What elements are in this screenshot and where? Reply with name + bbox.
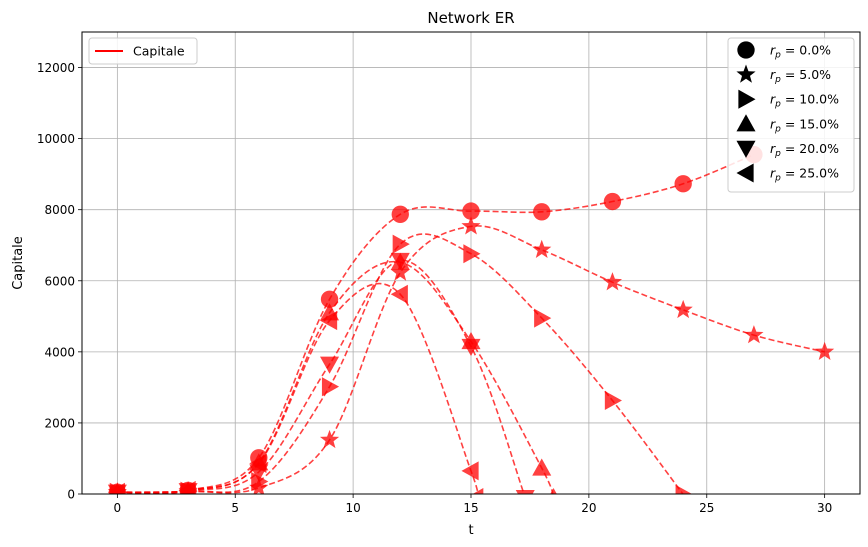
line-legend: Capitale bbox=[88, 37, 198, 65]
y-axis-title: Capitale bbox=[11, 236, 26, 290]
chart-title: Network ER bbox=[427, 9, 514, 27]
y-tick-label: 12000 bbox=[37, 61, 75, 75]
data-point-triangle-right bbox=[463, 244, 481, 264]
data-point-star bbox=[461, 216, 481, 235]
data-point-triangle-down bbox=[320, 356, 340, 374]
data-point-triangle-left bbox=[107, 482, 125, 494]
x-tick-label: 15 bbox=[463, 501, 478, 515]
data-point-triangle-left bbox=[472, 488, 484, 494]
data-point-triangle-left bbox=[390, 284, 408, 304]
data-point-circle bbox=[674, 175, 692, 193]
y-tick-label: 10000 bbox=[37, 132, 75, 146]
data-point-triangle-right bbox=[534, 308, 552, 328]
data-point-triangle-right bbox=[321, 377, 340, 397]
x-tick-label: 5 bbox=[231, 501, 239, 515]
x-axis-title: t bbox=[468, 523, 473, 538]
data-point-triangle-right bbox=[675, 484, 693, 494]
axis-ticks: 0 5 10 15 20 25 30 0 2000 4000 6000 8000 10000 12000 bbox=[37, 61, 832, 515]
data-point-star bbox=[815, 341, 835, 361]
y-tick-label: 6000 bbox=[44, 274, 75, 288]
data-point-triangle-up bbox=[532, 458, 552, 476]
data-point-triangle-right bbox=[604, 391, 622, 411]
data-point-circle bbox=[391, 205, 409, 223]
legend-marker-triangle-up bbox=[736, 114, 756, 132]
x-tick-label: 30 bbox=[817, 501, 832, 515]
data-point-circle bbox=[533, 203, 551, 221]
data-point-circle bbox=[603, 192, 622, 211]
y-tick-label: 8000 bbox=[44, 203, 75, 217]
data-point-triangle-right bbox=[251, 472, 269, 492]
data-point-triangle-left bbox=[249, 453, 267, 473]
legend-label: rp = 10.0% bbox=[770, 92, 839, 110]
legend-label: rp = 25.0% bbox=[770, 166, 839, 184]
data-point-triangle-left bbox=[461, 461, 479, 481]
legend-label: rp = 0.0% bbox=[770, 43, 831, 61]
legend-marker-triangle-left bbox=[736, 163, 754, 183]
data-point-star bbox=[319, 429, 340, 449]
data-point-triangle-left bbox=[178, 480, 196, 494]
x-tick-label: 25 bbox=[699, 501, 714, 515]
legend-label: rp = 20.0% bbox=[770, 141, 839, 159]
x-tick-label: 10 bbox=[345, 501, 360, 515]
series-line-triangle-down bbox=[117, 259, 525, 494]
legend-label: rp = 5.0% bbox=[770, 67, 831, 85]
data-point-circle bbox=[462, 202, 480, 220]
legend-marker-triangle-right bbox=[738, 89, 756, 109]
data-point-triangle-right bbox=[392, 234, 410, 254]
data-point-triangle-down bbox=[390, 252, 410, 271]
data-point-star bbox=[390, 262, 410, 281]
x-tick-label: 20 bbox=[581, 501, 596, 515]
data-point-triangle-left bbox=[320, 311, 338, 331]
y-tick-label: 4000 bbox=[44, 345, 75, 359]
marker-legend-box bbox=[727, 37, 855, 193]
series-line-triangle-up bbox=[117, 260, 554, 494]
marker-legend: rp = 0.0% rp = 5.0% rp = 10.0% rp = 15.0% rp… bbox=[727, 37, 855, 193]
data-point-star bbox=[673, 299, 693, 319]
data-point-triangle-down bbox=[461, 338, 481, 357]
data-point-triangle-up bbox=[550, 488, 557, 494]
data-point-star bbox=[532, 239, 552, 259]
data-point-triangle-down bbox=[515, 489, 535, 494]
y-tick-label: 2000 bbox=[44, 416, 75, 430]
data-point-star bbox=[744, 325, 764, 344]
data-point-circle bbox=[320, 290, 339, 308]
series-line-star bbox=[117, 225, 825, 494]
legend-marker-circle bbox=[737, 41, 755, 59]
data-point-star bbox=[602, 272, 623, 291]
series-line-triangle-right bbox=[117, 233, 684, 494]
legend-marker-star bbox=[736, 64, 756, 83]
x-tick-label: 0 bbox=[114, 501, 122, 515]
legend-label: rp = 15.0% bbox=[770, 116, 839, 134]
line-legend-box bbox=[88, 37, 198, 65]
line-legend-label: Capitale bbox=[133, 44, 185, 59]
legend-marker-triangle-down bbox=[736, 140, 756, 158]
y-tick-label: 0 bbox=[67, 488, 75, 502]
